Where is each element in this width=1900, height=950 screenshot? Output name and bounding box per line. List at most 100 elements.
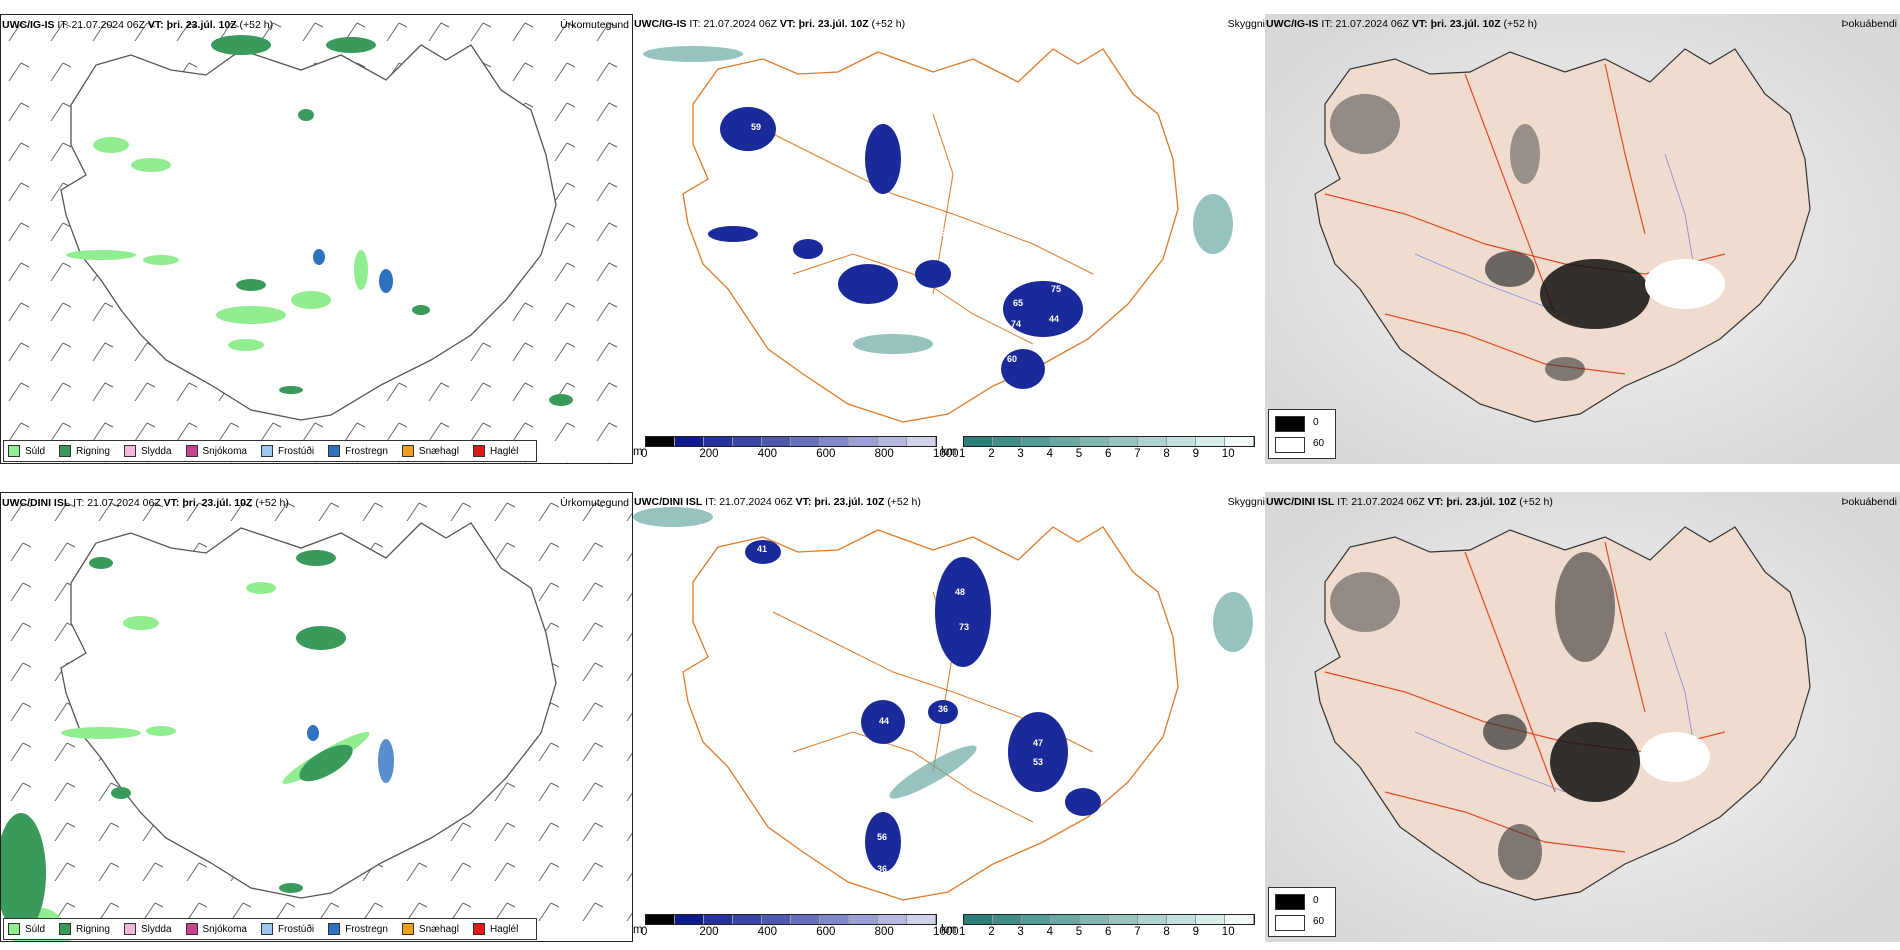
legend-swatch bbox=[123, 923, 136, 935]
precip-map-2 bbox=[1, 493, 632, 941]
panel-name-fog: Þokuábendi bbox=[1841, 496, 1897, 508]
colorbar-bin bbox=[762, 915, 791, 924]
colorbar-tick: 6 bbox=[1105, 926, 1112, 938]
legend-item: Frostúði bbox=[260, 445, 315, 457]
colorbar-bin bbox=[964, 915, 993, 924]
precip-map-1 bbox=[1, 15, 632, 463]
cloud-value: 41 bbox=[757, 544, 768, 554]
legend-item: Frostúði bbox=[260, 923, 314, 935]
legend-label: Frostregn bbox=[345, 923, 388, 935]
panel-title: UWC/DINI ISL IT: 21.07.2024 06Z VT: þri.… bbox=[1266, 496, 1553, 508]
fog-legend: 0 60 bbox=[1268, 409, 1336, 459]
cloud-value: 36 bbox=[877, 864, 888, 874]
colorbar-bin bbox=[733, 437, 762, 446]
colorbar-bin bbox=[1225, 915, 1254, 924]
colorbar-tick: 0 bbox=[641, 926, 648, 938]
legend-swatch bbox=[8, 923, 20, 935]
colorbar-bin bbox=[1196, 437, 1225, 446]
legend-label: Rigning bbox=[76, 445, 110, 457]
colorbar-tick: 7 bbox=[1134, 926, 1141, 938]
cloud-base-unit: m bbox=[633, 446, 643, 458]
legend-item: Súld bbox=[8, 445, 45, 457]
cloud-value: 59 bbox=[751, 122, 762, 132]
colorbar-tick: 800 bbox=[874, 926, 894, 938]
fog-legend: 0 60 bbox=[1268, 887, 1336, 937]
legend-item: Snæhagl bbox=[401, 923, 459, 935]
colorbar-tick: 5 bbox=[1075, 926, 1083, 938]
cloud-base-panel-1: 59 35 36 75 65 74 44 60 43 UWC/IG-IS IT:… bbox=[633, 14, 1265, 464]
colorbar-bin bbox=[964, 437, 993, 446]
legend-label: Frostregn bbox=[345, 445, 388, 457]
colorbar-bin bbox=[1225, 437, 1254, 446]
legend-label: Haglél bbox=[489, 923, 519, 935]
cloud-base-panel-2: 41 48 73 36 44 47 53 56 36 UWC/DINI ISL … bbox=[633, 492, 1265, 942]
legend-swatch bbox=[185, 923, 198, 935]
colorbar-bin bbox=[1109, 915, 1138, 924]
legend-label: Snjókoma bbox=[202, 923, 247, 935]
colorbar-bin bbox=[1109, 437, 1138, 446]
legend-swatch bbox=[328, 923, 341, 935]
panel-name-precip: Úrkomutegund bbox=[560, 19, 629, 31]
colorbar-tick: 2 bbox=[988, 926, 995, 938]
colorbar-tick: 8 bbox=[1163, 448, 1170, 460]
low-cloud-areas bbox=[708, 107, 1083, 389]
panel-name-cloud: Skyggni bbox=[1227, 18, 1265, 30]
panel-name-cloud: Skyggni bbox=[1227, 496, 1265, 508]
colorbar-tick: 200 bbox=[699, 448, 719, 460]
colorbar-bin bbox=[1080, 437, 1109, 446]
legend-swatch bbox=[59, 445, 72, 457]
colorbar-tick: 600 bbox=[816, 926, 836, 938]
colorbar-bin bbox=[907, 915, 936, 924]
colorbar-tick: 800 bbox=[874, 448, 894, 460]
legend-label: Snæhagl bbox=[418, 445, 459, 457]
legend-item: Frostregn bbox=[328, 445, 388, 457]
cloud-value: 65 bbox=[1013, 298, 1024, 308]
legend-item: Snjókoma bbox=[185, 923, 247, 935]
colorbar-bin bbox=[646, 437, 675, 446]
colorbar-tick: 1000 bbox=[933, 926, 959, 938]
colorbar-tick: 400 bbox=[757, 926, 777, 938]
colorbar-bin bbox=[1051, 915, 1080, 924]
legend-label: Snæhagl bbox=[418, 923, 459, 935]
visibility-unit: km bbox=[941, 924, 957, 936]
cloud-value: 53 bbox=[1033, 757, 1044, 767]
legend-item: Haglél bbox=[472, 923, 519, 935]
panel-title: UWC/IG-IS IT: 21.07.2024 06Z VT: þri. 23… bbox=[2, 19, 274, 31]
colorbar-tick: 9 bbox=[1192, 926, 1199, 938]
colorbar-bin bbox=[791, 437, 820, 446]
colorbar-bin bbox=[1022, 915, 1051, 924]
colorbar-tick: 4 bbox=[1046, 448, 1053, 460]
cloud-map-2 bbox=[633, 507, 1253, 901]
panel-name-fog: Þokuábendi bbox=[1841, 18, 1897, 30]
legend-swatch bbox=[328, 445, 341, 457]
cloud-value: 43 bbox=[1003, 389, 1014, 399]
panel-title: UWC/IG-IS IT: 21.07.2024 06Z VT: þri. 23… bbox=[634, 18, 906, 30]
colorbar-bin bbox=[993, 437, 1022, 446]
precip-type-panel-2: UWC/DINI ISL IT: 21.07.2024 06Z VT: þri.… bbox=[0, 492, 633, 942]
colorbar-tick: 400 bbox=[757, 448, 777, 460]
cloud-value: 36 bbox=[941, 228, 952, 238]
colorbar-bin bbox=[1138, 915, 1167, 924]
colorbar-tick: 10 bbox=[1221, 448, 1235, 460]
colorbar-tick: 2 bbox=[988, 448, 995, 460]
legend-swatch bbox=[472, 445, 485, 457]
colorbar-bin bbox=[820, 437, 849, 446]
legend-item: Frostregn bbox=[328, 923, 388, 935]
legend-label: Frostúði bbox=[277, 445, 315, 457]
legend-item: Slydda bbox=[123, 445, 172, 457]
cloud-value: 47 bbox=[1033, 738, 1044, 748]
colorbar-bin bbox=[704, 437, 733, 446]
rain-areas bbox=[211, 35, 573, 406]
legend-item: Slydda bbox=[123, 923, 172, 935]
colorbar-bin bbox=[878, 437, 907, 446]
colorbar-bin bbox=[791, 915, 820, 924]
legend-swatch bbox=[123, 445, 136, 457]
cloud-value: 36 bbox=[938, 704, 949, 714]
colorbar-tick: 7 bbox=[1134, 448, 1141, 460]
colorbar-bin bbox=[820, 915, 849, 924]
cloud-value: 56 bbox=[877, 832, 888, 842]
legend-swatch bbox=[472, 923, 485, 935]
cloud-value: 48 bbox=[955, 587, 966, 597]
legend-label: Súld bbox=[25, 923, 46, 935]
legend-label: Slydda bbox=[140, 923, 172, 935]
